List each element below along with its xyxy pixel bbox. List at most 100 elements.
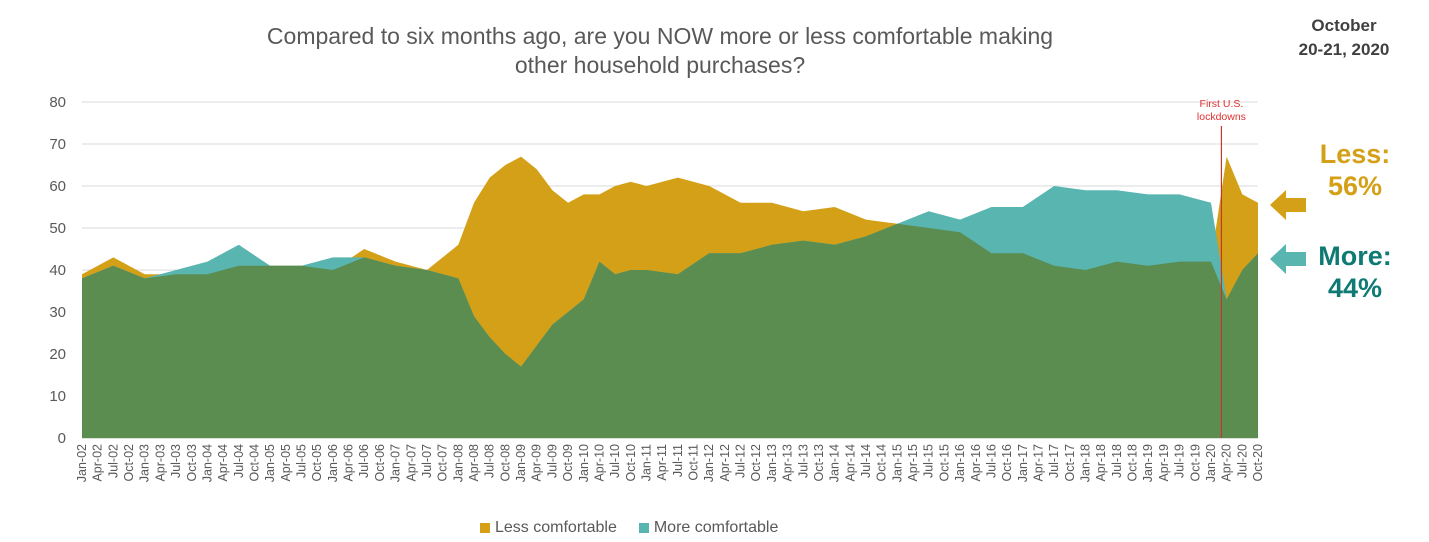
x-tick-label: Oct-07	[436, 444, 450, 482]
survey-date-line1: October	[1311, 16, 1377, 35]
x-tick-label: Oct-14	[875, 444, 889, 482]
x-tick-label: Jul-05	[295, 444, 309, 478]
x-tick-label: Oct-05	[310, 444, 324, 482]
y-tick-label-50: 50	[49, 220, 66, 237]
x-tick-label: Oct-13	[812, 444, 826, 482]
y-tick-label-10: 10	[49, 388, 66, 405]
y-tick-label-20: 20	[49, 346, 66, 363]
x-tick-label: Jan-19	[1141, 444, 1155, 482]
x-tick-label: Jan-06	[326, 444, 340, 482]
x-tick-label: Oct-20	[1251, 444, 1265, 482]
x-tick-label: Jan-08	[451, 444, 465, 482]
x-tick-label: Oct-09	[561, 444, 575, 482]
x-tick-label: Oct-04	[247, 444, 261, 482]
x-tick-label: Apr-08	[467, 444, 481, 482]
x-tick-label: Oct-06	[373, 444, 387, 482]
x-tick-label: Apr-14	[843, 444, 857, 482]
chart-title-line1: Compared to six months ago, are you NOW …	[266, 23, 1054, 49]
x-tick-label: Jan-16	[953, 444, 967, 482]
chart-legend: Less comfortable More comfortable	[480, 518, 800, 538]
legend-item-more: More comfortable	[638, 519, 779, 537]
x-tick-label: Jan-10	[577, 444, 591, 482]
less-callout-value: 56%	[1327, 171, 1383, 201]
x-tick-label: Jan-02	[75, 444, 89, 482]
y-tick-label-70: 70	[49, 136, 66, 153]
legend-label-more: More comfortable	[653, 519, 779, 536]
less-arrow-icon	[1270, 190, 1306, 220]
legend-swatch-more	[638, 523, 649, 533]
x-tick-label: Apr-11	[655, 444, 669, 481]
x-tick-label: Apr-20	[1220, 444, 1234, 482]
y-tick-label-80: 80	[49, 94, 66, 111]
x-tick-label: Jul-20	[1235, 444, 1249, 478]
x-tick-label: Jan-14	[828, 444, 842, 482]
x-tick-label: Apr-09	[530, 444, 544, 482]
x-tick-label: Oct-08	[498, 444, 512, 482]
legend-item-less: Less comfortable	[480, 519, 617, 537]
x-tick-label: Jul-10	[608, 444, 622, 478]
x-tick-label: Jul-12	[734, 444, 748, 478]
more-callout-label: More:	[1318, 241, 1392, 271]
x-tick-label: Oct-03	[185, 444, 199, 482]
x-tick-label: Jul-11	[671, 444, 685, 477]
x-tick-label: Oct-11	[687, 444, 701, 481]
x-tick-label: Oct-02	[122, 444, 136, 482]
annotation-line1: First U.S.	[1200, 98, 1244, 110]
x-tick-label: Jan-18	[1079, 444, 1093, 482]
x-tick-label: Apr-07	[404, 444, 418, 482]
x-tick-label: Oct-19	[1188, 444, 1202, 482]
x-tick-label: Jan-20	[1204, 444, 1218, 482]
x-tick-label: Apr-05	[279, 444, 293, 482]
x-tick-label: Jul-08	[483, 444, 497, 478]
survey-date: October 20-21, 2020	[1284, 14, 1404, 62]
x-tick-label: Jan-03	[138, 444, 152, 482]
x-tick-label: Apr-04	[216, 444, 230, 482]
x-tick-label: Jul-13	[796, 444, 810, 478]
x-tick-label: Oct-16	[1000, 444, 1014, 482]
y-tick-label-30: 30	[49, 304, 66, 321]
x-tick-label: Jan-11	[639, 444, 653, 481]
x-tick-label: Jul-19	[1173, 444, 1187, 478]
x-tick-label: Jul-04	[232, 444, 246, 478]
more-arrow-icon	[1270, 244, 1306, 274]
legend-swatch-less	[480, 523, 490, 533]
legend-label-less: Less comfortable	[495, 519, 617, 536]
chart-title-line2: other household purchases?	[514, 52, 806, 78]
series-area-overlap	[82, 223, 1258, 438]
x-tick-label: Apr-17	[1031, 444, 1045, 482]
y-tick-label-40: 40	[49, 262, 66, 279]
x-tick-label: Oct-10	[624, 444, 638, 482]
x-tick-label: Apr-10	[592, 444, 606, 482]
x-tick-label: Jan-12	[702, 444, 716, 482]
x-tick-label: Apr-02	[91, 444, 105, 482]
more-callout-value: 44%	[1327, 273, 1383, 303]
x-tick-label: Jul-02	[106, 444, 120, 478]
x-tick-label: Apr-13	[781, 444, 795, 482]
x-tick-label: Apr-03	[153, 444, 167, 482]
x-tick-label: Apr-19	[1157, 444, 1171, 482]
x-tick-label: Apr-06	[342, 444, 356, 482]
x-tick-label: Oct-17	[1063, 444, 1077, 482]
x-tick-label: Jan-07	[389, 444, 403, 482]
x-tick-label: Apr-16	[969, 444, 983, 482]
y-tick-label-60: 60	[49, 178, 66, 195]
x-tick-label: Apr-15	[906, 444, 920, 482]
x-tick-label: Jul-07	[420, 444, 434, 478]
x-tick-label: Jan-05	[263, 444, 277, 482]
x-tick-label: Jul-14	[859, 444, 873, 478]
chart-title: Compared to six months ago, are you NOW …	[170, 22, 1150, 80]
x-tick-label: Jan-04	[200, 444, 214, 482]
less-callout-label: Less:	[1319, 139, 1391, 169]
x-tick-label: Oct-15	[937, 444, 951, 482]
survey-date-line2: 20-21, 2020	[1298, 40, 1390, 59]
less-callout: Less: 56%	[1300, 138, 1410, 202]
more-callout: More: 44%	[1300, 240, 1410, 304]
annotation-line2: lockdowns	[1197, 111, 1246, 123]
x-tick-label: Jul-15	[922, 444, 936, 478]
x-tick-label: Jul-09	[545, 444, 559, 478]
x-tick-label: Jul-16	[984, 444, 998, 478]
x-tick-label: Apr-18	[1094, 444, 1108, 482]
x-tick-label: Jan-15	[890, 444, 904, 482]
x-tick-label: Jul-06	[357, 444, 371, 478]
